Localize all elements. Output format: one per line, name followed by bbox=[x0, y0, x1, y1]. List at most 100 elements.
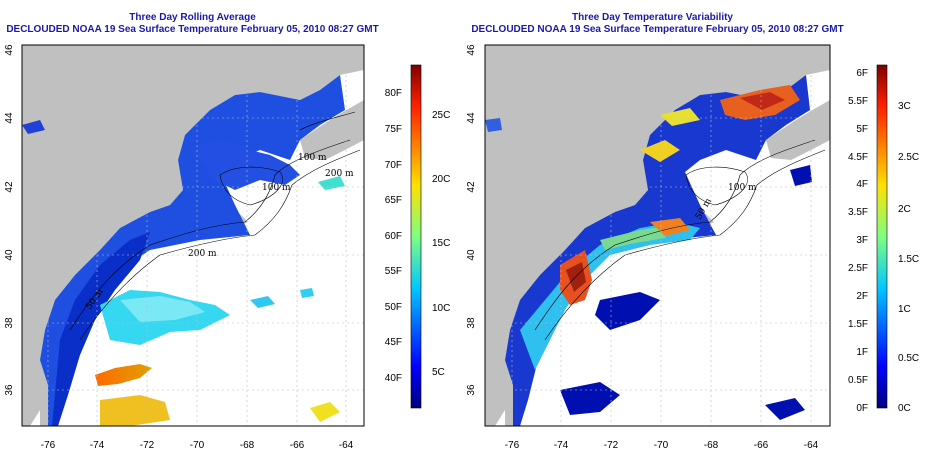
right-map-frame bbox=[484, 44, 831, 427]
right-var-yellow2 bbox=[660, 108, 700, 126]
right-var-high-south2 bbox=[566, 262, 586, 292]
left-contour-label-200b: 200 m bbox=[188, 249, 217, 259]
right-colorbar bbox=[876, 64, 888, 409]
right-contour-shelf bbox=[534, 139, 816, 331]
right-x-tick: -74 bbox=[554, 440, 569, 451]
left-contour-ne bbox=[299, 111, 356, 131]
right-var-west-patch bbox=[485, 118, 502, 132]
right-colorbar-f-labels: 0F 0.5F 1F 1.5F 2F 2.5F 3F 3.5F 4F 4.5F 5F 5.5F 6F bbox=[848, 68, 868, 414]
right-var-high-mid bbox=[650, 218, 690, 236]
right-colorbar-c-label: 0C bbox=[898, 403, 911, 414]
left-colorbar-f-label: 65F bbox=[385, 195, 402, 206]
left-colorbar-f-labels: 40F 45F 50F 55F 60F 65F 70F 75F 80F bbox=[385, 88, 402, 384]
left-colorbar-c-label: 5C bbox=[432, 367, 445, 378]
left-colorbar-f-label: 50F bbox=[385, 302, 402, 313]
right-var-high-ne2 bbox=[740, 92, 785, 110]
left-y-tick: 44 bbox=[4, 112, 15, 124]
left-colorbar-c-label: 20C bbox=[432, 174, 450, 185]
left-sst-patch bbox=[250, 296, 275, 308]
left-sst-west-patch bbox=[22, 120, 45, 134]
left-colorbar bbox=[410, 64, 422, 409]
right-colorbar-f-label: 2.5F bbox=[848, 263, 868, 274]
right-x-tick: -64 bbox=[804, 440, 819, 451]
left-x-tick: -76 bbox=[41, 440, 56, 451]
right-x-tick: -72 bbox=[604, 440, 619, 451]
left-x-tick: -64 bbox=[339, 440, 354, 451]
left-contour-label-100: 100 m bbox=[298, 153, 327, 163]
left-colorbar-f-label: 70F bbox=[385, 160, 402, 171]
right-colorbar-c-labels: 0C 0.5C 1C 1.5C 2C 2.5C 3C bbox=[898, 101, 919, 414]
right-colorbar-f-label: 1.5F bbox=[848, 319, 868, 330]
left-x-tick: -72 bbox=[140, 440, 155, 451]
right-title-line2: DECLOUDED NOAA 19 Sea Surface Temperatur… bbox=[471, 24, 844, 35]
right-var-mid bbox=[520, 222, 700, 370]
left-colorbar-c-label: 15C bbox=[432, 238, 450, 249]
left-y-axis: 36 38 40 42 44 46 bbox=[4, 44, 15, 396]
left-contour-shelf bbox=[69, 139, 351, 331]
right-y-tick: 40 bbox=[466, 249, 477, 261]
left-sst-patch2 bbox=[300, 288, 314, 298]
right-x-tick: -66 bbox=[754, 440, 769, 451]
right-contour-label-100: 100 m bbox=[728, 183, 757, 193]
left-contour-slope bbox=[79, 149, 361, 341]
left-x-tick: -70 bbox=[190, 440, 205, 451]
left-y-tick: 42 bbox=[4, 181, 15, 193]
right-y-tick: 38 bbox=[466, 317, 477, 329]
left-x-axis: -76 -74 -72 -70 -68 -66 -64 bbox=[41, 440, 354, 451]
right-colorbar-c-label: 1C bbox=[898, 304, 911, 315]
left-sst-ne-patch bbox=[318, 176, 345, 190]
left-y-tick: 38 bbox=[4, 317, 15, 329]
right-colorbar-f-label: 1F bbox=[856, 347, 868, 358]
right-colorbar-f-label: 0.5F bbox=[848, 375, 868, 386]
right-colorbar-f-label: 4F bbox=[856, 179, 868, 190]
left-y-tick: 40 bbox=[4, 249, 15, 261]
right-x-tick: -70 bbox=[654, 440, 669, 451]
right-land-mainland bbox=[485, 45, 830, 426]
left-sst-warm-se bbox=[310, 402, 340, 422]
right-colorbar-c-label: 3C bbox=[898, 101, 911, 112]
left-map-frame bbox=[21, 44, 365, 427]
left-sst-gulfstream bbox=[95, 364, 152, 386]
right-colorbar-f-label: 5.5F bbox=[848, 96, 868, 107]
right-y-tick: 42 bbox=[466, 181, 477, 193]
right-var-offshore4 bbox=[790, 165, 812, 186]
left-colorbar-c-label: 25C bbox=[432, 110, 450, 121]
right-colorbar-f-label: 0F bbox=[856, 403, 868, 414]
left-contour-label-200: 200 m bbox=[325, 169, 354, 179]
left-x-tick: -68 bbox=[240, 440, 255, 451]
right-colorbar-f-label: 2F bbox=[856, 291, 868, 302]
left-colorbar-f-label: 40F bbox=[385, 373, 402, 384]
right-colorbar-f-label: 4.5F bbox=[848, 152, 868, 163]
right-y-tick: 36 bbox=[466, 384, 477, 396]
left-land-novascotia bbox=[300, 100, 364, 160]
right-y-axis: 36 38 40 42 44 46 bbox=[466, 44, 477, 396]
left-sst-slope2 bbox=[120, 296, 205, 322]
right-colorbar-c-label: 2C bbox=[898, 204, 911, 215]
left-land-mainland bbox=[22, 45, 364, 426]
left-map: 100 m 200 m 100 m 200 m 50 m bbox=[22, 45, 364, 426]
right-y-tick: 44 bbox=[466, 112, 477, 124]
right-colorbar-c-label: 2.5C bbox=[898, 152, 919, 163]
right-land-novascotia bbox=[766, 100, 830, 160]
right-colorbar-f-label: 5F bbox=[856, 124, 868, 135]
left-contour-label-100b: 100 m bbox=[262, 183, 291, 193]
right-colorbar-f-label: 3F bbox=[856, 235, 868, 246]
right-contour-slope bbox=[544, 149, 826, 341]
left-y-tick: 36 bbox=[4, 384, 15, 396]
left-colorbar-c-label: 10C bbox=[432, 303, 450, 314]
right-x-tick: -76 bbox=[505, 440, 520, 451]
right-contour-gb bbox=[685, 166, 748, 206]
left-x-tick: -74 bbox=[90, 440, 105, 451]
left-colorbar-f-label: 80F bbox=[385, 88, 402, 99]
right-gridlines bbox=[485, 45, 830, 426]
left-title-line2: DECLOUDED NOAA 19 Sea Surface Temperatur… bbox=[6, 24, 379, 35]
left-colorbar-f-label: 75F bbox=[385, 124, 402, 135]
right-y-tick: 46 bbox=[466, 44, 477, 56]
right-colorbar-c-label: 0.5C bbox=[898, 353, 919, 364]
left-colorbar-c-labels: 5C 10C 15C 20C 25C bbox=[432, 110, 450, 378]
left-sst-gom bbox=[190, 140, 300, 190]
right-colorbar-c-label: 1.5C bbox=[898, 254, 919, 265]
right-x-tick: -68 bbox=[704, 440, 719, 451]
left-contour-gb bbox=[219, 166, 283, 206]
